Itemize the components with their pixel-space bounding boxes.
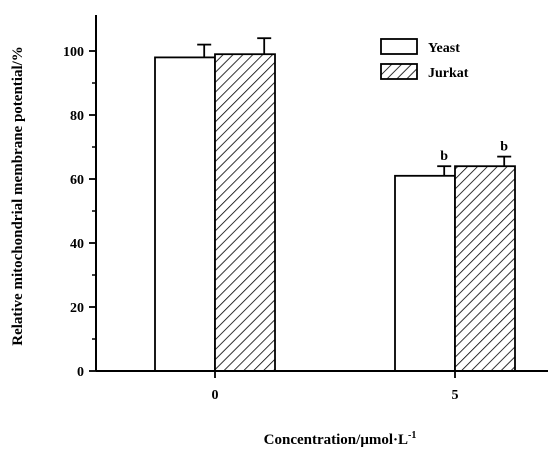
legend-label-yeast: Yeast [428, 41, 460, 56]
y-tick-label-60: 60 [70, 173, 84, 188]
bar-jurkat-5 [454, 165, 516, 372]
x-axis-title-main: Concentration/μmol·L [264, 432, 408, 448]
x-axis-title-superscript: -1 [408, 430, 416, 441]
y-tick-label-0: 0 [77, 365, 84, 380]
y-axis-title: Relative mitochondrial membrane potentia… [10, 46, 26, 346]
plot-area: b b 0 20 40 60 80 100 0 5 [63, 15, 548, 403]
x-axis-title: Concentration/μmol·L-1 [264, 430, 417, 448]
y-tick-label-80: 80 [70, 109, 84, 124]
legend: Yeast Jurkat [380, 38, 469, 81]
bar-yeast-5 [394, 174, 456, 372]
x-tick-label-5: 5 [452, 388, 459, 403]
legend-swatch-yeast [380, 38, 418, 55]
x-tick-label-0: 0 [212, 388, 219, 403]
significance-label-jurkat-5: b [500, 140, 508, 155]
legend-swatch-jurkat [380, 63, 418, 80]
significance-label-yeast-5: b [440, 149, 448, 164]
y-tick-label-20: 20 [70, 301, 84, 316]
legend-label-jurkat: Jurkat [428, 66, 469, 81]
y-tick-label-40: 40 [70, 237, 84, 252]
bar-yeast-0 [154, 56, 216, 372]
bar-jurkat-0 [214, 53, 276, 372]
y-tick-label-100: 100 [63, 45, 84, 60]
